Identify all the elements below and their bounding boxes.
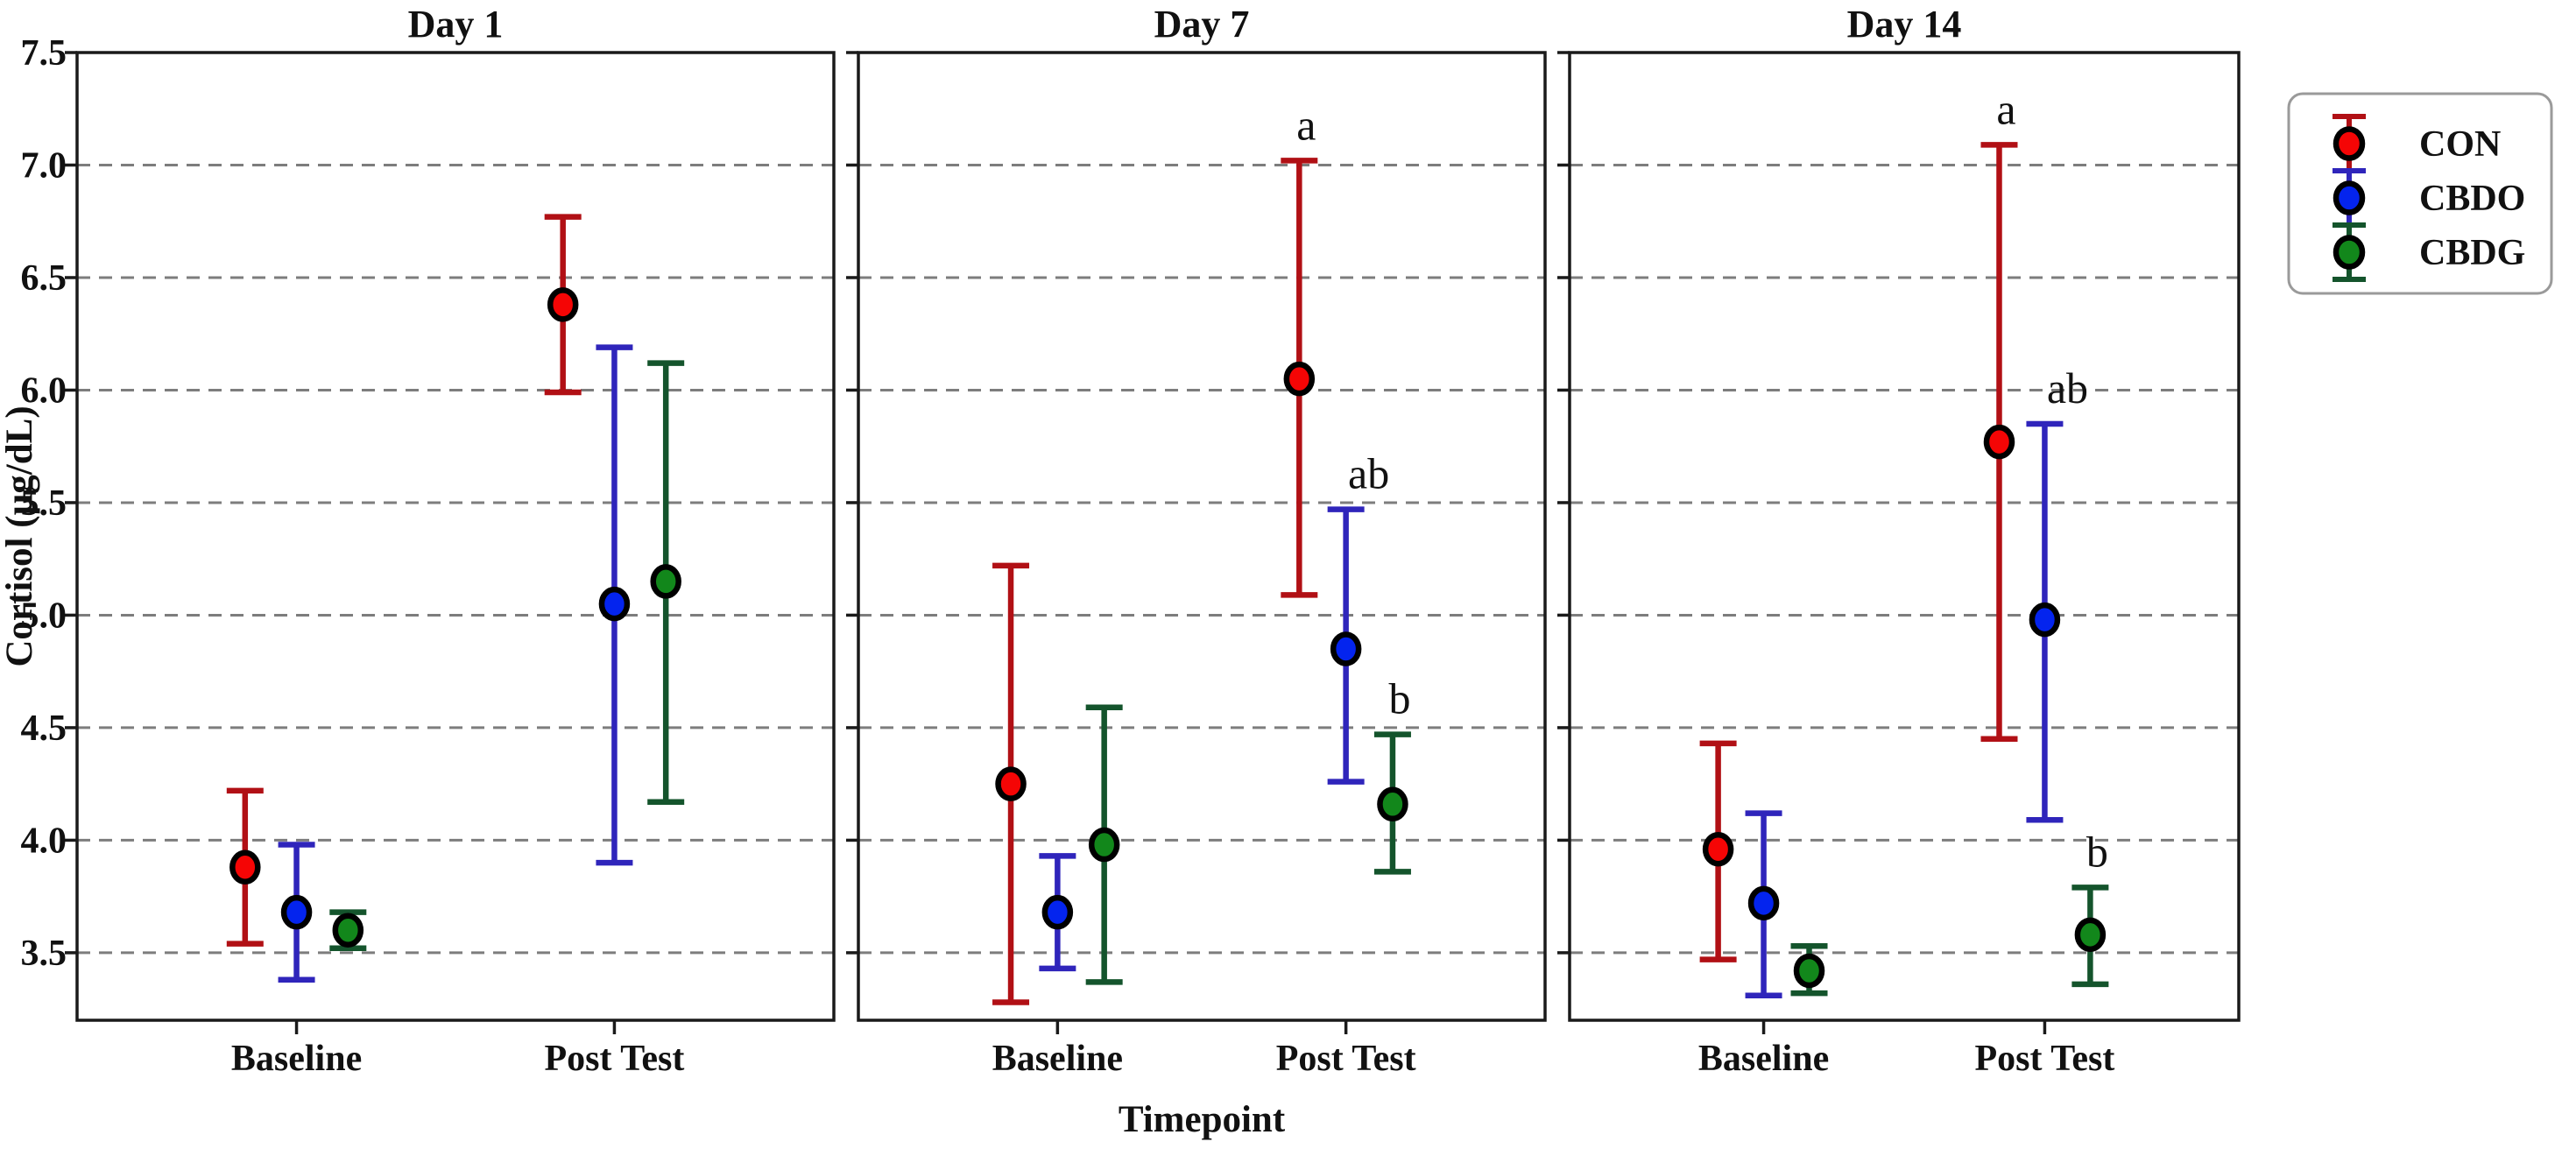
- legend-marker-circle: [2333, 180, 2366, 215]
- mean-marker: [1702, 831, 1734, 867]
- significance-letter: b: [1388, 674, 1410, 723]
- mean-marker: [598, 586, 631, 622]
- y-axis-title: Cortisol (µg/dL): [0, 405, 40, 666]
- datapoint-cbdg-post-test[interactable]: [1373, 731, 1411, 875]
- mean-marker: [650, 564, 681, 599]
- mean-marker: [1041, 894, 1074, 930]
- legend: CON CBDO CBDG: [2287, 92, 2553, 295]
- datapoint-con-post-test[interactable]: [544, 214, 582, 396]
- y-tick-label: 4.0: [21, 821, 67, 861]
- mean-marker: [1283, 361, 1316, 397]
- datapoint-con-baseline[interactable]: [992, 562, 1030, 1005]
- x-tick-label: Post Test: [1276, 1039, 1416, 1079]
- significance-letter: a: [1996, 84, 2015, 133]
- mean-marker: [1793, 953, 1825, 989]
- mean-marker: [2029, 602, 2061, 638]
- y-tick-label: 7.5: [21, 33, 67, 74]
- y-tick-label: 3.5: [21, 934, 67, 974]
- x-tick-label: Post Test: [1975, 1039, 2115, 1079]
- x-tick-label: Baseline: [1698, 1039, 1829, 1079]
- y-tick-label: 5.5: [21, 483, 67, 524]
- x-tick-label: Baseline: [231, 1039, 362, 1079]
- legend-marker-circle: [2333, 126, 2366, 161]
- datapoint-cbdg-post-test[interactable]: [2071, 885, 2109, 988]
- datapoint-con-baseline[interactable]: [226, 787, 264, 947]
- y-tick-label: 7.0: [21, 145, 67, 186]
- significance-letter: a: [1296, 100, 1316, 149]
- panel-title: Day 1: [408, 3, 504, 46]
- mean-marker: [2074, 917, 2107, 953]
- y-tick-label: 4.5: [21, 708, 67, 749]
- datapoint-con-post-test[interactable]: [1281, 158, 1318, 598]
- y-tick-label: 6.5: [21, 258, 67, 299]
- mean-marker: [995, 766, 1027, 801]
- datapoint-cbdo-post-test[interactable]: [596, 344, 633, 866]
- mean-marker: [547, 287, 579, 322]
- panel-title: Day 7: [1154, 3, 1250, 46]
- y-tick-label: 5.0: [21, 596, 67, 636]
- mean-marker: [229, 849, 261, 885]
- mean-marker: [1330, 631, 1362, 666]
- panel-day-7: a ab b Day 7 Baseline Post Test: [846, 3, 1547, 1079]
- legend-item-cbdg[interactable]: CBDG: [2333, 222, 2525, 282]
- datapoint-cbdo-baseline[interactable]: [1039, 853, 1076, 972]
- datapoint-cbdg-baseline[interactable]: [329, 909, 367, 952]
- legend-label: CBDO: [2419, 179, 2525, 219]
- legend-marker-circle: [2333, 235, 2366, 270]
- panel-border: [75, 51, 836, 1022]
- datapoint-cbdo-post-test[interactable]: [1327, 506, 1365, 785]
- datapoint-cbdo-post-test[interactable]: [2026, 420, 2064, 823]
- significance-letter: ab: [1348, 449, 1389, 498]
- panel-day-14: a ab b Day 14 Baseline Post Test: [1557, 3, 2241, 1079]
- x-tick-label: Baseline: [992, 1039, 1123, 1079]
- mean-marker: [1747, 885, 1780, 921]
- x-axis-title: Timepoint: [1119, 1099, 1286, 1140]
- y-tick-label: 6.0: [21, 370, 67, 411]
- significance-letter: b: [2086, 827, 2108, 876]
- datapoint-cbdg-baseline[interactable]: [1085, 704, 1123, 985]
- legend-label: CBDG: [2419, 233, 2525, 273]
- datapoint-con-post-test[interactable]: [1980, 142, 2018, 743]
- datapoint-con-baseline[interactable]: [1699, 740, 1737, 962]
- mean-marker: [332, 913, 364, 948]
- panel-border: [1568, 51, 2241, 1022]
- panel-border: [857, 51, 1547, 1022]
- x-tick-label: Post Test: [545, 1039, 685, 1079]
- mean-marker: [1377, 786, 1408, 822]
- panel-title: Day 14: [1847, 3, 1962, 46]
- datapoint-cbdo-baseline[interactable]: [1745, 810, 1782, 998]
- datapoint-cbdg-baseline[interactable]: [1790, 942, 1828, 997]
- mean-marker: [1983, 424, 2015, 460]
- panel-day-1: Day 1 Baseline Post Test: [65, 3, 836, 1079]
- mean-marker: [1088, 827, 1120, 863]
- mean-marker: [280, 894, 313, 930]
- significance-letter: ab: [2047, 363, 2088, 412]
- legend-label: CON: [2419, 124, 2501, 165]
- datapoint-cbdg-post-test[interactable]: [647, 360, 685, 805]
- datapoint-cbdo-baseline[interactable]: [278, 842, 315, 983]
